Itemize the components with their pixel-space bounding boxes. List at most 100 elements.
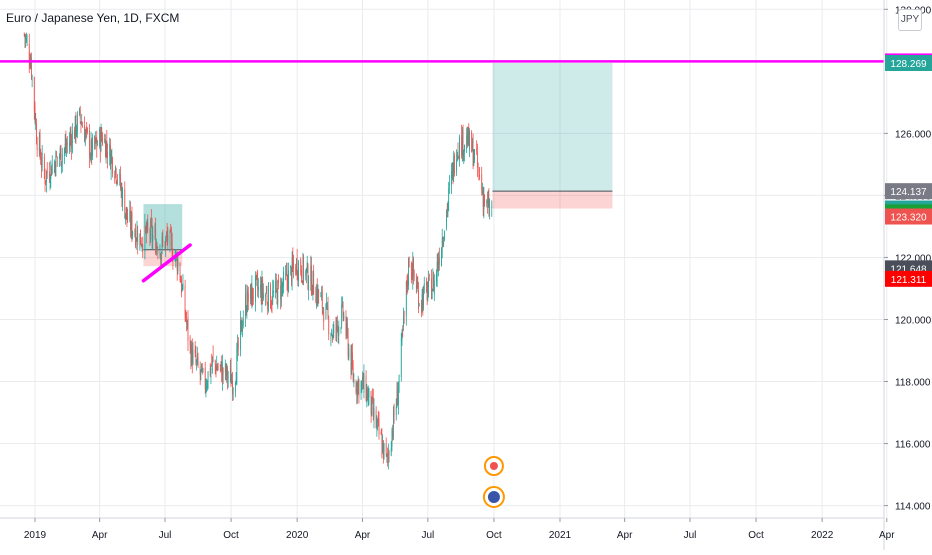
- candle-body: [211, 357, 213, 365]
- candle-body: [275, 280, 276, 293]
- candle-body: [431, 289, 433, 300]
- candle-body: [337, 327, 339, 336]
- candle-body: [50, 163, 52, 179]
- candle-body: [59, 156, 60, 158]
- candle-body: [227, 377, 229, 378]
- candle-body: [140, 244, 142, 246]
- candle-body: [28, 43, 30, 63]
- time-tick-label: Apr: [355, 530, 371, 541]
- candle-body: [44, 176, 46, 184]
- candle-body: [82, 125, 83, 128]
- candle-body: [454, 155, 455, 174]
- candle-body: [195, 354, 197, 363]
- candle-body: [210, 367, 212, 374]
- candle-body: [381, 437, 383, 455]
- candle-body: [451, 166, 453, 175]
- candle-body: [483, 197, 485, 209]
- candle-body: [306, 268, 307, 274]
- price-label: 128.269: [890, 59, 927, 70]
- candle-body: [421, 293, 423, 311]
- candle-body: [115, 166, 116, 175]
- candle-body: [69, 142, 70, 148]
- candle-body: [338, 326, 340, 336]
- candle-body: [296, 258, 298, 276]
- candle-body: [335, 325, 337, 331]
- candle-body: [135, 230, 136, 246]
- candle-body: [357, 381, 359, 386]
- currency-button[interactable]: JPY: [898, 9, 922, 31]
- candle-body: [49, 181, 51, 183]
- candle-body: [261, 280, 263, 305]
- candle-body: [107, 152, 108, 158]
- candle-body: [282, 286, 284, 289]
- candle-body: [420, 302, 422, 308]
- candle-body: [268, 283, 269, 311]
- price-label: 121.311: [891, 275, 927, 286]
- candle-body: [341, 305, 343, 327]
- candle-body: [214, 360, 216, 365]
- candle-body: [145, 227, 147, 230]
- time-tick-label: Oct: [748, 530, 764, 541]
- candle-body: [159, 251, 161, 257]
- candle-body: [156, 244, 158, 247]
- candle-body: [260, 284, 261, 290]
- candle-body: [137, 233, 139, 245]
- candle-body: [200, 369, 202, 372]
- candle-body: [278, 279, 279, 284]
- candle-body: [283, 272, 284, 286]
- candle-body: [387, 453, 389, 460]
- candle-body: [433, 274, 434, 292]
- candle-body: [240, 320, 242, 325]
- candle-body: [164, 241, 166, 250]
- candle-body: [270, 305, 272, 307]
- candle-body: [94, 137, 96, 144]
- candle-body: [186, 320, 188, 322]
- candle-body: [426, 281, 427, 286]
- candle-body: [403, 311, 405, 315]
- candle-body: [377, 419, 378, 423]
- candle-body: [340, 328, 342, 330]
- candle-body: [155, 242, 157, 255]
- candle-body: [99, 129, 101, 146]
- candle-body: [25, 37, 27, 41]
- candle-body: [471, 140, 473, 150]
- candle-body: [307, 264, 309, 289]
- candle-body: [373, 408, 375, 418]
- candle-body: [166, 234, 167, 236]
- candle-body: [38, 136, 40, 152]
- candle-body: [406, 279, 408, 287]
- candle-body: [25, 37, 27, 40]
- candle-body: [328, 319, 330, 335]
- candle-body: [298, 262, 299, 281]
- candle-body: [222, 368, 224, 375]
- candle-body: [161, 236, 163, 249]
- candle-body: [262, 293, 264, 299]
- candle-body: [162, 239, 164, 242]
- grid: [0, 0, 888, 518]
- candle-body: [221, 362, 223, 382]
- candle-body: [310, 265, 312, 284]
- candle-body: [60, 145, 62, 166]
- candle-body: [54, 163, 56, 174]
- candle-body: [345, 316, 347, 336]
- candle-body: [165, 237, 167, 249]
- candle-body: [413, 272, 415, 278]
- candle-body: [438, 260, 440, 269]
- candle-body: [48, 171, 50, 181]
- price-tick-label: 126.000: [895, 129, 932, 140]
- time-tick-label: 2021: [549, 530, 572, 541]
- candle-body: [33, 77, 35, 110]
- candle-body: [194, 349, 196, 353]
- candle-body: [370, 391, 372, 415]
- candle-body: [125, 207, 127, 215]
- candle-body: [487, 198, 489, 202]
- candle-body: [66, 142, 68, 145]
- candle-body: [402, 328, 404, 330]
- candle-body: [270, 285, 271, 309]
- candle-body: [281, 285, 283, 287]
- candle-body: [226, 364, 228, 376]
- candle-body: [272, 290, 274, 303]
- candle-body: [192, 349, 194, 364]
